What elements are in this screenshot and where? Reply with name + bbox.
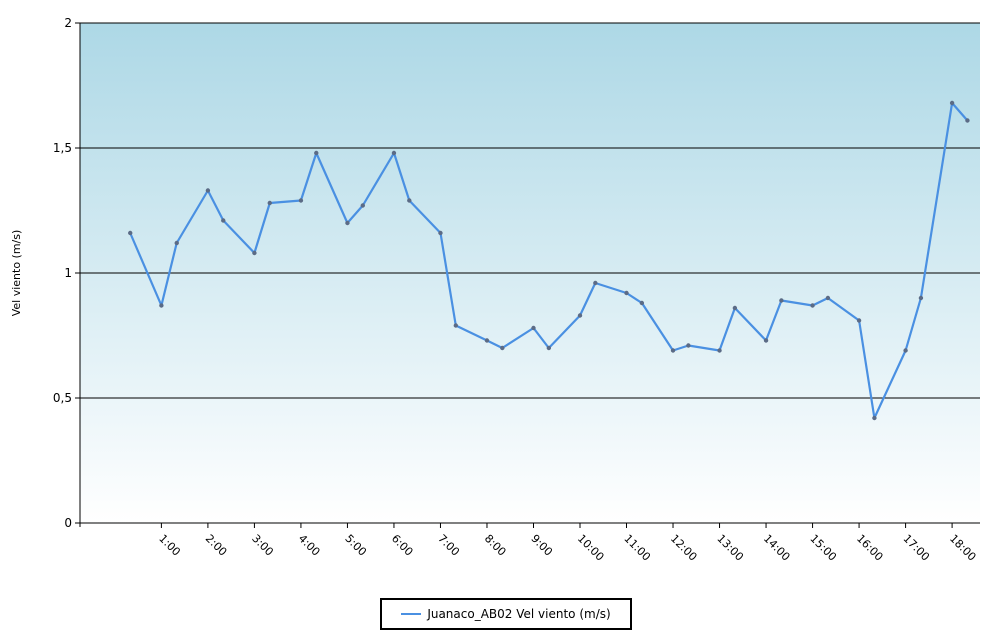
data-point (221, 218, 226, 223)
data-point (500, 345, 505, 351)
y-tick-label: 0,5 (53, 391, 72, 405)
data-point (949, 100, 955, 106)
data-point (546, 345, 552, 351)
y-tick-labels: 0 0,5 1 1,5 2 (53, 16, 72, 530)
legend-swatch (401, 613, 422, 615)
x-tick-label: 11:00 (621, 532, 653, 564)
data-point (717, 348, 722, 353)
data-point (205, 188, 211, 193)
data-point (763, 338, 769, 343)
x-tick-label: 14:00 (761, 532, 793, 564)
data-point (856, 318, 862, 323)
x-tick-label: 15:00 (807, 532, 839, 564)
data-point (298, 198, 304, 203)
x-tick-label: 7:00 (435, 532, 462, 559)
x-tick-label: 9:00 (528, 532, 555, 559)
x-tick-label: 17:00 (900, 532, 932, 564)
y-tick-label: 0 (64, 516, 72, 530)
data-point (128, 230, 133, 236)
x-tick-labels: 1:00 2:00 3:00 4:00 5:00 6:00 7:00 8:00 9:00 10:0… (156, 532, 978, 564)
data-point (965, 118, 970, 123)
data-point (345, 220, 350, 226)
axes (75, 22, 980, 528)
legend-label: Juanaco_AB02 Vel viento (m/s) (427, 607, 611, 621)
data-point (267, 200, 272, 206)
data-point (872, 415, 877, 421)
x-tick-label: 13:00 (714, 532, 746, 564)
x-tick-label: 8:00 (482, 532, 509, 559)
data-point (593, 280, 598, 286)
data-point (252, 250, 257, 256)
x-tick-label: 18:00 (947, 532, 979, 564)
x-tick-label: 4:00 (296, 532, 323, 559)
data-point (639, 300, 645, 306)
data-point (624, 290, 629, 296)
data-point (810, 303, 815, 308)
data-point (314, 150, 319, 156)
y-tick-label: 1 (64, 266, 72, 280)
x-tick-label: 2:00 (203, 532, 230, 559)
y-tick-label: 2 (64, 16, 72, 30)
x-tick-label: 5:00 (342, 532, 369, 559)
x-tick-label: 12:00 (668, 532, 700, 564)
data-point (577, 313, 583, 318)
x-tick-label: 10:00 (575, 532, 607, 564)
y-tick-label: 1,5 (53, 141, 72, 155)
grid-lines (80, 22, 980, 399)
x-tick-label: 16:00 (854, 532, 886, 564)
data-point (686, 343, 691, 348)
data-point (159, 303, 164, 308)
x-tick-label: 1:00 (156, 532, 183, 559)
data-point (174, 240, 179, 246)
data-point (779, 298, 784, 303)
data-point (360, 203, 365, 208)
data-point (453, 323, 459, 328)
legend: Juanaco_AB02 Vel viento (m/s) (380, 598, 632, 630)
data-point (825, 295, 831, 301)
data-point (670, 348, 676, 353)
data-point (391, 150, 397, 156)
data-point (531, 325, 536, 331)
data-point (732, 305, 738, 311)
x-tick-label: 3:00 (249, 532, 276, 559)
data-point (903, 348, 908, 353)
data-point (484, 338, 490, 343)
data-point (918, 295, 924, 301)
series-layer (128, 100, 970, 421)
x-tick-label: 6:00 (389, 532, 416, 559)
data-point (407, 198, 412, 203)
data-point (438, 230, 443, 236)
y-axis-title: Vel viento (m/s) (10, 230, 23, 317)
